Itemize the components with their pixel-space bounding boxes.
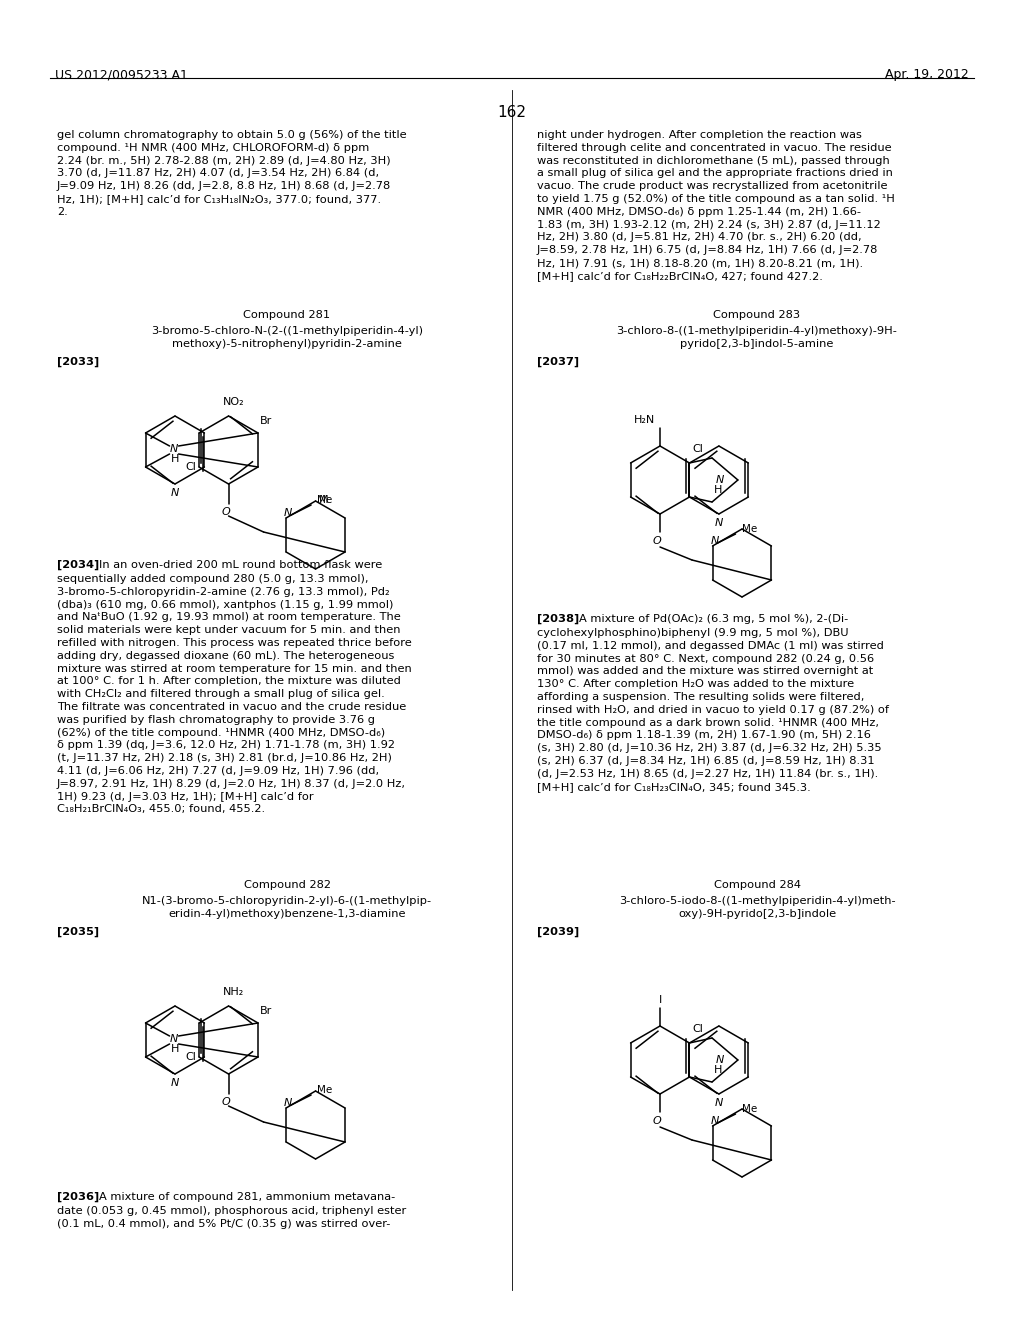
Text: O: O: [221, 1097, 230, 1107]
Text: sequentially added compound 280 (5.0 g, 13.3 mmol),
3-bromo-5-chloropyridin-2-am: sequentially added compound 280 (5.0 g, …: [57, 574, 412, 814]
Text: 162: 162: [498, 106, 526, 120]
Text: [2035]: [2035]: [57, 927, 99, 937]
Text: [2038]: [2038]: [537, 614, 580, 624]
Text: [2033]: [2033]: [57, 356, 99, 367]
Text: Compound 283: Compound 283: [714, 310, 801, 319]
Text: N: N: [171, 488, 179, 498]
Text: Cl: Cl: [185, 1052, 196, 1063]
Text: cyclohexylphosphino)biphenyl (9.9 mg, 5 mol %), DBU
(0.17 ml, 1.12 mmol), and de: cyclohexylphosphino)biphenyl (9.9 mg, 5 …: [537, 628, 889, 792]
Text: N: N: [716, 1055, 724, 1065]
Text: N: N: [711, 1115, 719, 1126]
Text: Compound 284: Compound 284: [714, 880, 801, 890]
Text: gel column chromatography to obtain 5.0 g (56%) of the title
compound. ¹H NMR (4: gel column chromatography to obtain 5.0 …: [57, 129, 407, 216]
Text: date (0.053 g, 0.45 mmol), phosphorous acid, triphenyl ester
(0.1 mL, 0.4 mmol),: date (0.053 g, 0.45 mmol), phosphorous a…: [57, 1206, 407, 1229]
Text: 3-chloro-8-((1-methylpiperidin-4-yl)methoxy)-9H-
pyrido[2,3-b]indol-5-amine: 3-chloro-8-((1-methylpiperidin-4-yl)meth…: [616, 326, 897, 348]
Text: Me: Me: [317, 1085, 333, 1096]
Text: Me: Me: [741, 524, 757, 535]
Text: N1-(3-bromo-5-chloropyridin-2-yl)-6-((1-methylpip-
eridin-4-yl)methoxy)benzene-1: N1-(3-bromo-5-chloropyridin-2-yl)-6-((1-…: [142, 896, 432, 919]
Text: M: M: [319, 495, 329, 506]
Text: O: O: [221, 507, 230, 517]
Text: [2036]: [2036]: [57, 1192, 99, 1203]
Text: 3-bromo-5-chloro-N-(2-((1-methylpiperidin-4-yl)
methoxy)-5-nitrophenyl)pyridin-2: 3-bromo-5-chloro-N-(2-((1-methylpiperidi…: [151, 326, 423, 348]
Text: Br: Br: [260, 1006, 272, 1016]
Text: Compound 281: Compound 281: [244, 310, 331, 319]
Text: N: N: [284, 508, 292, 517]
Text: N: N: [169, 444, 178, 454]
Text: Apr. 19, 2012: Apr. 19, 2012: [886, 69, 969, 81]
Text: N: N: [711, 536, 719, 546]
Text: A mixture of compound 281, ammonium metavana-: A mixture of compound 281, ammonium meta…: [99, 1192, 395, 1203]
Text: In an oven-dried 200 mL round bottom flask were: In an oven-dried 200 mL round bottom fla…: [99, 560, 382, 570]
Text: N: N: [284, 1098, 292, 1107]
Text: NO₂: NO₂: [223, 397, 245, 407]
Text: Me: Me: [741, 1104, 757, 1114]
Text: 3-chloro-5-iodo-8-((1-methylpiperidin-4-yl)meth-
oxy)-9H-pyrido[2,3-b]indole: 3-chloro-5-iodo-8-((1-methylpiperidin-4-…: [618, 896, 895, 919]
Text: I: I: [658, 995, 662, 1005]
Text: A mixture of Pd(OAc)₂ (6.3 mg, 5 mol %), 2-(Di-: A mixture of Pd(OAc)₂ (6.3 mg, 5 mol %),…: [579, 614, 848, 624]
Text: Br: Br: [260, 416, 272, 426]
Text: N: N: [171, 1078, 179, 1088]
Text: Compound 282: Compound 282: [244, 880, 331, 890]
Text: NH₂: NH₂: [223, 987, 244, 997]
Text: H: H: [714, 484, 722, 495]
Text: night under hydrogen. After completion the reaction was
filtered through celite : night under hydrogen. After completion t…: [537, 129, 895, 281]
Text: [2039]: [2039]: [537, 927, 580, 937]
Text: [2034]: [2034]: [57, 560, 99, 570]
Text: N: N: [715, 1098, 723, 1107]
Text: Cl: Cl: [692, 1024, 702, 1034]
Text: Cl: Cl: [692, 444, 702, 454]
Text: Me: Me: [317, 495, 333, 506]
Text: H: H: [714, 1065, 722, 1074]
Text: N: N: [716, 475, 724, 484]
Text: [2037]: [2037]: [537, 356, 580, 367]
Text: Cl: Cl: [185, 462, 196, 473]
Text: H: H: [171, 1044, 180, 1053]
Text: O: O: [652, 1115, 662, 1126]
Text: US 2012/0095233 A1: US 2012/0095233 A1: [55, 69, 187, 81]
Text: H: H: [171, 454, 180, 465]
Text: O: O: [652, 536, 662, 546]
Text: N: N: [169, 1034, 178, 1044]
Text: N: N: [715, 517, 723, 528]
Text: H₂N: H₂N: [634, 414, 655, 425]
